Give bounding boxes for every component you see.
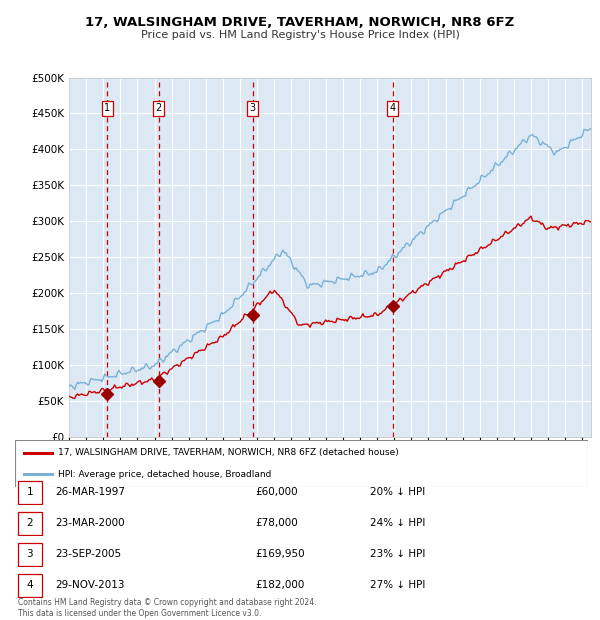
Text: 4: 4 xyxy=(26,580,33,590)
Text: £182,000: £182,000 xyxy=(256,580,305,590)
FancyBboxPatch shape xyxy=(15,440,588,487)
Text: £60,000: £60,000 xyxy=(256,487,298,497)
Text: 20% ↓ HPI: 20% ↓ HPI xyxy=(370,487,425,497)
Text: 23-SEP-2005: 23-SEP-2005 xyxy=(55,549,121,559)
Text: 17, WALSINGHAM DRIVE, TAVERHAM, NORWICH, NR8 6FZ (detached house): 17, WALSINGHAM DRIVE, TAVERHAM, NORWICH,… xyxy=(58,448,399,458)
Text: 26-MAR-1997: 26-MAR-1997 xyxy=(55,487,125,497)
FancyBboxPatch shape xyxy=(18,574,42,597)
Text: 3: 3 xyxy=(26,549,33,559)
Text: 2: 2 xyxy=(155,104,161,113)
Text: 23% ↓ HPI: 23% ↓ HPI xyxy=(370,549,425,559)
Text: 27% ↓ HPI: 27% ↓ HPI xyxy=(370,580,425,590)
FancyBboxPatch shape xyxy=(18,542,42,566)
Text: £169,950: £169,950 xyxy=(256,549,305,559)
Text: 3: 3 xyxy=(250,104,256,113)
Text: Price paid vs. HM Land Registry's House Price Index (HPI): Price paid vs. HM Land Registry's House … xyxy=(140,30,460,40)
Text: 4: 4 xyxy=(389,104,396,113)
Text: 29-NOV-2013: 29-NOV-2013 xyxy=(55,580,125,590)
Text: 2: 2 xyxy=(26,518,33,528)
Text: Contains HM Land Registry data © Crown copyright and database right 2024.
This d: Contains HM Land Registry data © Crown c… xyxy=(18,598,317,618)
Text: £78,000: £78,000 xyxy=(256,518,298,528)
Text: HPI: Average price, detached house, Broadland: HPI: Average price, detached house, Broa… xyxy=(58,469,271,479)
Text: 24% ↓ HPI: 24% ↓ HPI xyxy=(370,518,425,528)
Text: 1: 1 xyxy=(104,104,110,113)
Text: 23-MAR-2000: 23-MAR-2000 xyxy=(55,518,125,528)
FancyBboxPatch shape xyxy=(18,512,42,535)
FancyBboxPatch shape xyxy=(18,480,42,504)
Text: 1: 1 xyxy=(26,487,33,497)
Text: 17, WALSINGHAM DRIVE, TAVERHAM, NORWICH, NR8 6FZ: 17, WALSINGHAM DRIVE, TAVERHAM, NORWICH,… xyxy=(85,16,515,29)
